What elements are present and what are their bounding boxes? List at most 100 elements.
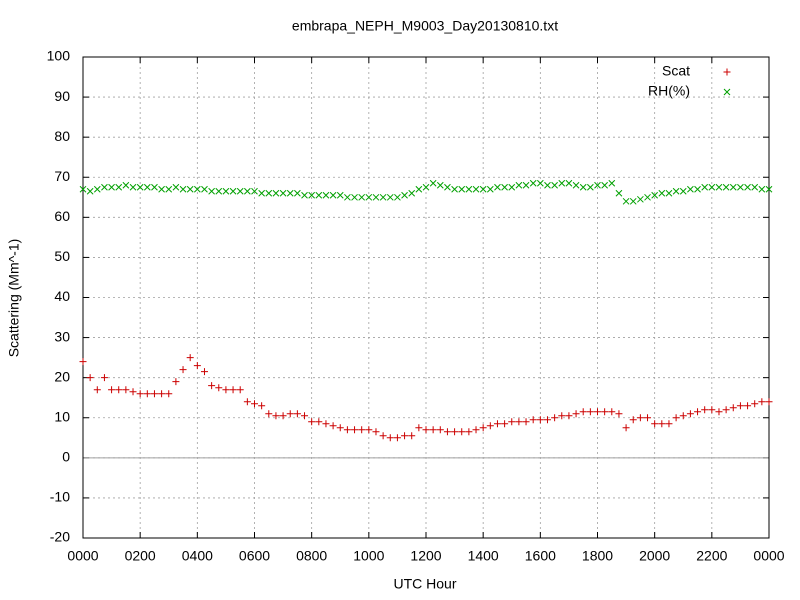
data-point <box>336 424 344 432</box>
data-point <box>293 410 301 418</box>
data-point <box>494 183 501 191</box>
data-point <box>372 428 380 436</box>
data-point <box>451 428 459 436</box>
legend-marker <box>723 68 731 76</box>
data-point <box>358 426 366 434</box>
data-point <box>208 382 216 390</box>
data-point <box>322 420 330 428</box>
data-point <box>579 408 587 416</box>
x-tick-label: 2000 <box>639 548 670 564</box>
data-point <box>436 426 444 434</box>
data-point <box>251 400 258 408</box>
data-point <box>736 402 744 410</box>
data-point <box>722 406 730 414</box>
data-point <box>672 414 680 422</box>
data-point <box>701 183 709 191</box>
data-point <box>122 386 130 394</box>
data-point <box>343 426 351 434</box>
data-point <box>543 416 551 424</box>
data-point <box>315 418 323 426</box>
data-point <box>608 408 616 416</box>
data-point <box>708 406 716 414</box>
data-point <box>744 183 751 191</box>
data-point <box>486 185 494 193</box>
x-tick-label: 0800 <box>296 548 327 564</box>
data-point <box>243 398 251 406</box>
data-point <box>544 181 551 189</box>
data-point <box>108 386 116 394</box>
data-point <box>386 193 394 201</box>
data-point <box>444 183 451 191</box>
data-point <box>751 183 759 191</box>
data-point <box>215 187 223 195</box>
y-tick-label: 10 <box>54 408 70 424</box>
data-point <box>565 179 573 187</box>
data-point <box>465 428 473 436</box>
y-tick-label: 100 <box>47 48 71 64</box>
data-point <box>408 432 416 440</box>
data-point <box>394 193 401 201</box>
x-tick-label: 1800 <box>582 548 613 564</box>
data-point <box>372 193 380 201</box>
chart-title: embrapa_NEPH_M9003_Day20130810.txt <box>292 18 558 34</box>
data-point <box>79 185 87 193</box>
data-point <box>401 191 408 199</box>
x-tick-label: 0200 <box>125 548 156 564</box>
data-point <box>265 410 273 418</box>
data-point <box>129 183 137 191</box>
y-tick-label: 20 <box>54 368 70 384</box>
data-point <box>79 358 87 366</box>
y-tick-label: 70 <box>54 168 70 184</box>
x-tick-label: 0400 <box>182 548 213 564</box>
data-point <box>658 420 666 428</box>
data-point <box>629 197 637 205</box>
data-point <box>279 412 287 420</box>
legend-label: RH(%) <box>648 83 690 99</box>
data-point <box>379 193 387 201</box>
data-point <box>644 193 651 201</box>
data-point <box>286 189 294 197</box>
x-tick-label: 0600 <box>239 548 270 564</box>
data-point <box>715 183 723 191</box>
data-point <box>286 410 294 418</box>
data-point <box>415 424 423 432</box>
data-point <box>708 183 716 191</box>
legend-marker <box>723 88 731 96</box>
data-point <box>608 179 616 187</box>
y-tick-label: 50 <box>54 248 70 264</box>
data-point <box>615 189 623 197</box>
data-point <box>179 185 187 193</box>
data-point <box>229 386 237 394</box>
data-point <box>165 390 173 398</box>
data-point <box>529 416 537 424</box>
data-point <box>636 414 644 422</box>
data-point <box>365 193 373 201</box>
data-point <box>694 408 702 416</box>
data-point <box>108 183 115 191</box>
data-point <box>515 418 523 426</box>
data-point <box>279 189 287 197</box>
x-tick-label: 1600 <box>525 548 556 564</box>
data-point <box>479 185 487 193</box>
data-point <box>308 191 316 199</box>
x-tick-label: 1400 <box>468 548 499 564</box>
data-point <box>179 366 187 374</box>
data-point <box>686 410 694 418</box>
data-point <box>186 354 194 362</box>
data-point <box>244 187 251 195</box>
data-point <box>386 434 394 442</box>
data-point <box>150 390 158 398</box>
data-point <box>208 187 215 195</box>
data-point <box>429 426 437 434</box>
y-tick-label: 80 <box>54 128 70 144</box>
data-point <box>701 406 709 414</box>
data-point <box>486 422 494 430</box>
data-point <box>522 181 530 189</box>
data-point <box>751 400 759 408</box>
data-point <box>358 193 366 201</box>
data-point <box>536 416 544 424</box>
data-point <box>329 422 337 430</box>
data-point <box>679 187 687 195</box>
data-point <box>587 183 594 191</box>
data-point <box>572 410 580 418</box>
